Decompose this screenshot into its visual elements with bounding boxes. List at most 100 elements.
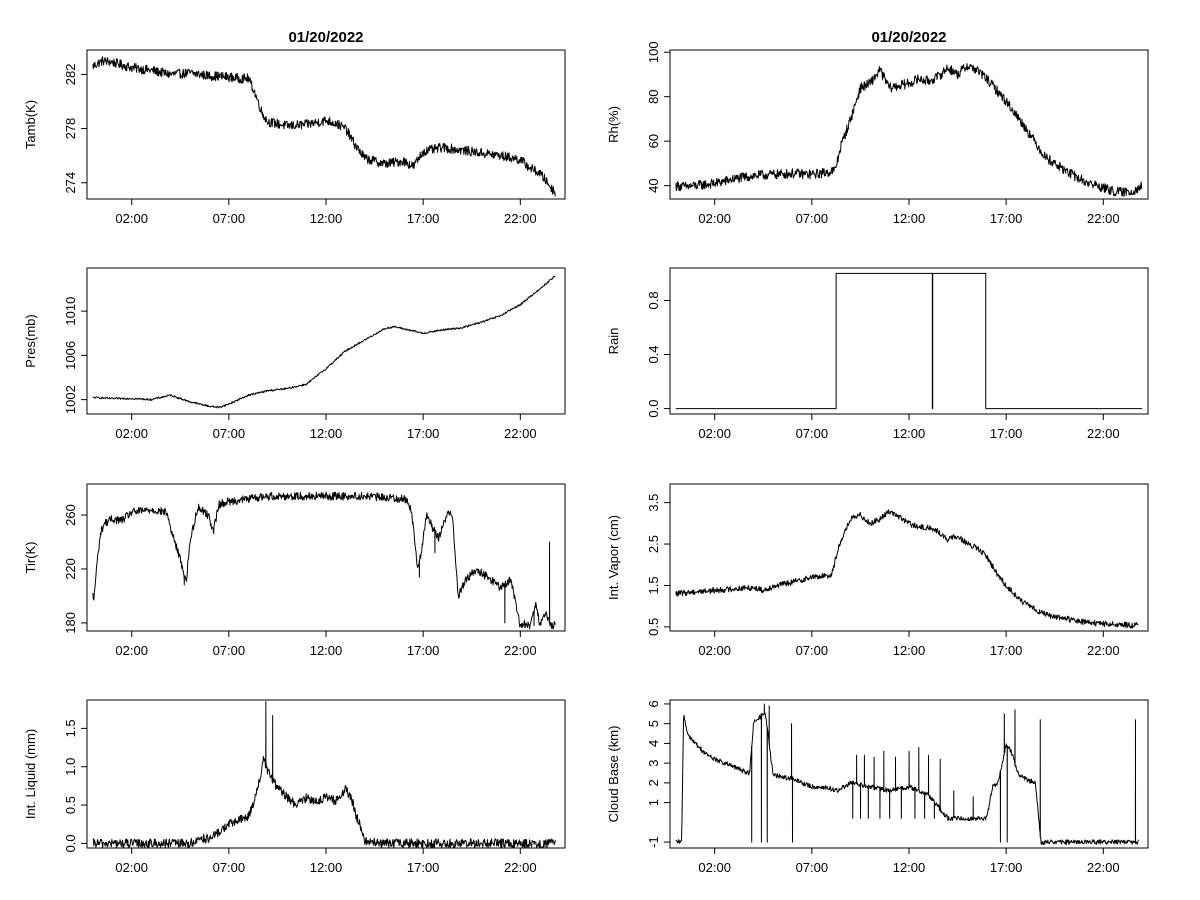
plot-frame	[669, 483, 1149, 632]
series-line	[92, 491, 556, 630]
y-tick-label: 6	[646, 700, 661, 707]
y-tick-label: 220	[63, 558, 78, 580]
panel-tir: Tir(K) 02:00 07:00 12:00 17:00 22:00 180 220 260	[23, 483, 566, 658]
x-tick-label: 02:00	[698, 426, 731, 441]
y-tick-label: 0.5	[646, 618, 661, 636]
x-axis: 02:00 07:00 12:00 17:00 22:00	[115, 847, 537, 875]
x-tick-label: 02:00	[698, 211, 731, 226]
x-tick-label: 17:00	[407, 426, 440, 441]
y-axis: 180 220 260	[63, 504, 87, 634]
x-tick-label: 07:00	[213, 211, 246, 226]
y-axis: 274 278 282	[63, 64, 87, 194]
x-tick-label: 22:00	[1087, 860, 1120, 875]
x-tick-label: 17:00	[990, 211, 1023, 226]
panel-rain: Rain 02:00 07:00 12:00 17:00 22:00 0.0 0.4 0.8	[606, 267, 1149, 441]
panel-tamb: 01/20/2022 Tamb(K) 02:00 07:00 12:00 17:00 22:…	[23, 29, 566, 226]
plot-frame	[669, 267, 1149, 415]
x-tick-label: 12:00	[310, 211, 343, 226]
y-tick-label: 80	[646, 89, 661, 103]
y-axis-label: Tir(K)	[23, 541, 38, 573]
x-tick-label: 22:00	[504, 211, 537, 226]
y-tick-label: 1006	[63, 341, 78, 370]
x-tick-label: 12:00	[310, 860, 343, 875]
y-tick-label: 180	[63, 612, 78, 634]
y-axis: 0.5 1.5 2.5 3.5	[646, 494, 670, 636]
y-axis-label: Int. Vapor (cm)	[606, 515, 621, 600]
panel-vapor: Int. Vapor (cm) 02:00 07:00 12:00 17:00 22:00…	[606, 483, 1149, 658]
panel-liquid: Int. Liquid (mm) 02:00 07:00 12:00 17:00 22:0…	[23, 699, 566, 875]
x-tick-label: 12:00	[310, 643, 343, 658]
x-tick-label: 17:00	[990, 643, 1023, 658]
x-tick-label: 12:00	[893, 211, 926, 226]
x-axis: 02:00 07:00 12:00 17:00 22:00	[698, 413, 1120, 441]
x-tick-label: 07:00	[213, 860, 246, 875]
series-line	[92, 56, 556, 197]
y-axis-label: Tamb(K)	[23, 100, 38, 149]
y-tick-label: 100	[646, 41, 661, 63]
x-tick-label: 07:00	[796, 643, 829, 658]
x-tick-label: 07:00	[796, 426, 829, 441]
x-tick-label: 07:00	[213, 643, 246, 658]
x-axis: 02:00 07:00 12:00 17:00 22:00	[698, 847, 1120, 875]
y-axis-label: Pres(mb)	[23, 314, 38, 367]
panel-rh: 01/20/2022 Rh(%) 02:00 07:00 12:00 17:00 22:00…	[606, 29, 1149, 226]
x-tick-label: 02:00	[115, 860, 148, 875]
series-line	[675, 272, 1143, 410]
x-tick-label: 22:00	[504, 643, 537, 658]
series-line	[675, 63, 1143, 198]
x-tick-label: 07:00	[796, 211, 829, 226]
series-line	[675, 703, 1139, 845]
x-tick-label: 22:00	[1087, 643, 1120, 658]
y-tick-label: 1	[646, 799, 661, 806]
x-tick-label: 12:00	[893, 426, 926, 441]
x-axis: 02:00 07:00 12:00 17:00 22:00	[698, 630, 1120, 658]
y-tick-label: 1.0	[63, 758, 78, 776]
y-axis: 0.0 0.4 0.8	[646, 291, 670, 418]
x-axis: 02:00 07:00 12:00 17:00 22:00	[115, 198, 537, 226]
plot-frame	[86, 267, 566, 415]
y-axis: 1002 1006 1010	[63, 297, 87, 414]
plot-frame	[86, 699, 566, 849]
y-axis: 40 60 80 100	[646, 41, 670, 193]
y-tick-label: 2.5	[646, 535, 661, 553]
x-tick-label: 07:00	[796, 860, 829, 875]
y-tick-label: -1	[646, 836, 661, 848]
plot-frame	[86, 483, 566, 632]
y-tick-label: 278	[63, 118, 78, 140]
x-tick-label: 17:00	[990, 860, 1023, 875]
x-tick-label: 17:00	[990, 426, 1023, 441]
y-axis: -1 1 2 3 4 5 6	[646, 700, 670, 848]
x-tick-label: 02:00	[115, 426, 148, 441]
y-tick-label: 0.0	[63, 834, 78, 852]
y-tick-label: 282	[63, 64, 78, 86]
y-tick-label: 1.5	[63, 719, 78, 737]
panel-cloudbase: Cloud Base (km) 02:00 07:00 12:00 17:00 22:00…	[606, 699, 1149, 875]
y-tick-label: 260	[63, 504, 78, 526]
x-tick-label: 02:00	[115, 211, 148, 226]
x-tick-label: 22:00	[1087, 426, 1120, 441]
x-tick-label: 22:00	[1087, 211, 1120, 226]
y-axis-label: Cloud Base (km)	[606, 726, 621, 823]
x-tick-label: 12:00	[310, 426, 343, 441]
y-tick-label: 274	[63, 172, 78, 194]
x-tick-label: 02:00	[698, 860, 731, 875]
x-tick-label: 22:00	[504, 426, 537, 441]
y-tick-label: 0.5	[63, 796, 78, 814]
x-tick-label: 17:00	[407, 860, 440, 875]
series-line	[675, 509, 1139, 629]
x-tick-label: 17:00	[407, 643, 440, 658]
x-tick-label: 12:00	[893, 860, 926, 875]
y-tick-label: 4	[646, 740, 661, 747]
y-axis-label: Rain	[606, 328, 621, 355]
x-tick-label: 02:00	[115, 643, 148, 658]
y-tick-label: 0.4	[646, 345, 661, 363]
y-tick-label: 5	[646, 720, 661, 727]
x-tick-label: 02:00	[698, 643, 731, 658]
y-tick-label: 1010	[63, 297, 78, 326]
x-axis: 02:00 07:00 12:00 17:00 22:00	[698, 198, 1120, 226]
y-axis: 0.0 0.5 1.0 1.5	[63, 719, 87, 852]
y-axis-label: Int. Liquid (mm)	[23, 729, 38, 819]
y-tick-label: 60	[646, 134, 661, 148]
panel-pres: Pres(mb)02:00 07:00 12:00 17:00 22:001002100…	[23, 267, 566, 441]
